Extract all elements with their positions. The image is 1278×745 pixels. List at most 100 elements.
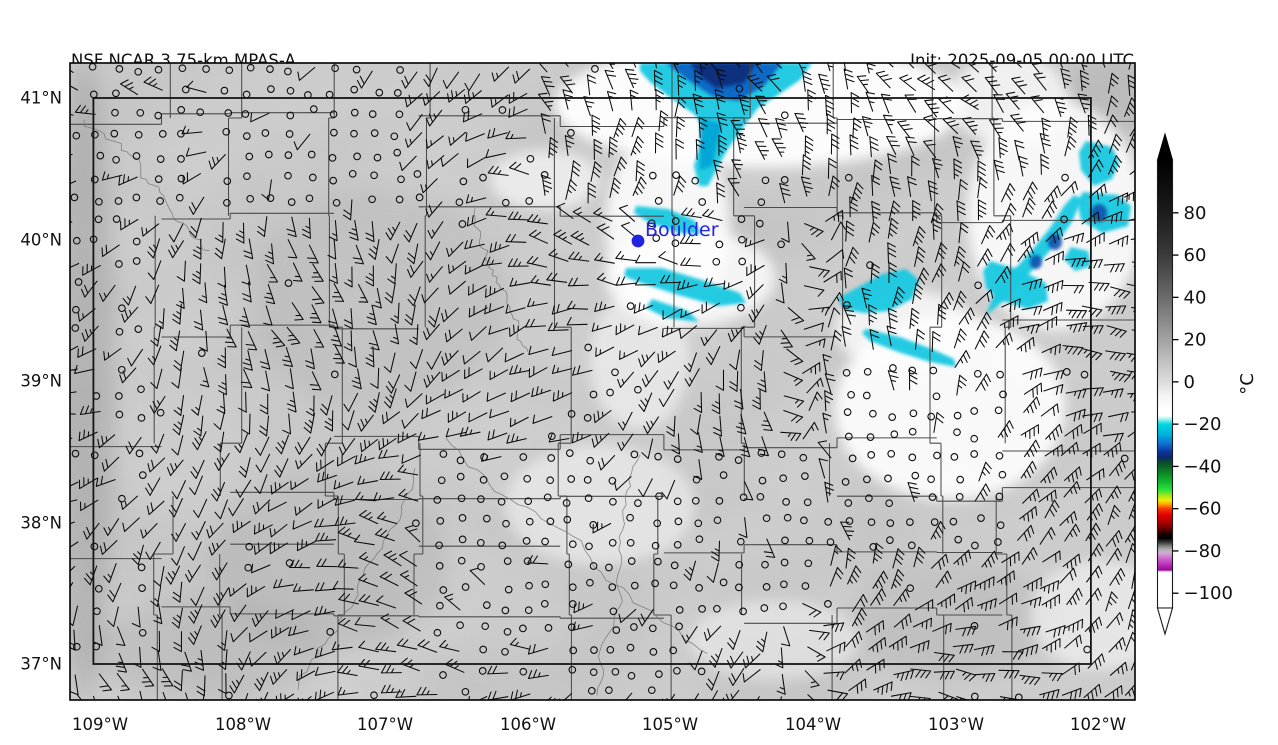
calm-wind-circle xyxy=(845,517,854,525)
calm-wind-circle xyxy=(1014,693,1023,700)
calm-wind-circle xyxy=(584,343,593,352)
calm-wind-circle xyxy=(908,427,917,436)
calm-wind-circle xyxy=(477,495,485,503)
calm-wind-circle xyxy=(691,496,700,505)
calm-wind-circle xyxy=(439,450,448,458)
calm-wind-circle xyxy=(562,499,571,507)
calm-wind-circle xyxy=(782,498,790,506)
calm-wind-circle xyxy=(675,606,684,614)
calm-wind-circle xyxy=(627,557,636,565)
calm-wind-circle xyxy=(780,580,788,589)
calm-wind-circle xyxy=(712,257,721,266)
calm-wind-circle xyxy=(888,413,897,421)
calm-wind-circle xyxy=(524,497,533,506)
calm-wind-circle xyxy=(719,471,728,479)
calm-wind-circle xyxy=(118,304,126,313)
calm-wind-circle xyxy=(781,536,789,545)
calm-wind-circle xyxy=(158,130,167,138)
calm-wind-circle xyxy=(284,151,293,159)
calm-wind-circle xyxy=(930,518,939,526)
calm-wind-circle xyxy=(928,493,937,501)
calm-wind-circle xyxy=(90,451,99,460)
calm-wind-circle xyxy=(110,129,119,138)
calm-wind-circle xyxy=(114,197,123,205)
calm-wind-circle xyxy=(605,563,613,572)
calm-wind-circle xyxy=(630,450,639,459)
calm-wind-circle xyxy=(908,453,917,462)
calm-wind-circle xyxy=(758,476,767,485)
calm-wind-circle xyxy=(847,390,855,399)
calm-wind-circle xyxy=(777,450,786,459)
calm-wind-circle xyxy=(567,129,575,137)
calm-wind-circle xyxy=(655,670,663,678)
calm-wind-circle xyxy=(654,557,662,566)
calm-wind-circle xyxy=(94,584,103,593)
calm-wind-circle xyxy=(393,148,402,157)
calm-wind-circle xyxy=(285,130,294,138)
cold-cloud-core xyxy=(700,118,722,170)
colorbar-tick-label: 80 xyxy=(1184,203,1207,224)
calm-wind-circle xyxy=(287,198,296,206)
calm-wind-circle xyxy=(456,456,465,465)
calm-wind-circle xyxy=(286,86,295,95)
terrain-shade-blob xyxy=(90,600,330,700)
calm-wind-circle xyxy=(523,474,532,483)
calm-wind-circle xyxy=(352,65,361,74)
calm-wind-circle xyxy=(224,109,233,117)
y-axis-label: 40°N xyxy=(20,231,62,250)
colorbar-extend-bottom xyxy=(1156,607,1174,636)
calm-wind-circle xyxy=(458,514,467,522)
calm-wind-circle xyxy=(498,541,507,550)
calm-wind-circle xyxy=(734,456,743,464)
calm-wind-circle xyxy=(156,408,165,417)
calm-wind-circle xyxy=(863,367,872,376)
calm-wind-circle xyxy=(72,236,81,245)
calm-wind-circle xyxy=(91,130,99,139)
calm-wind-circle xyxy=(458,535,467,544)
calm-wind-circle xyxy=(326,628,335,636)
calm-wind-circle xyxy=(138,584,146,592)
calm-wind-circle xyxy=(608,583,617,591)
calm-wind-circle xyxy=(970,434,979,443)
calm-wind-circle xyxy=(567,623,576,632)
calm-wind-circle xyxy=(869,543,878,551)
calm-wind-circle xyxy=(197,349,206,357)
calm-wind-circle xyxy=(458,220,467,228)
calm-wind-circle xyxy=(94,215,103,224)
calm-wind-circle xyxy=(673,540,682,549)
y-axis-label: 41°N xyxy=(20,89,62,108)
calm-wind-circle xyxy=(735,583,743,592)
calm-wind-circle xyxy=(477,562,485,571)
calm-wind-circle xyxy=(350,129,358,138)
calm-wind-circle xyxy=(90,175,99,184)
calm-wind-circle xyxy=(589,562,598,570)
calm-wind-circle xyxy=(994,406,1003,415)
calm-wind-circle xyxy=(540,171,549,179)
calm-wind-circle xyxy=(74,278,83,286)
calm-wind-circle xyxy=(654,452,662,461)
calm-wind-circle xyxy=(608,538,617,547)
calm-wind-circle xyxy=(949,517,958,526)
x-axis-label: 108°W xyxy=(215,715,271,734)
calm-wind-circle xyxy=(713,516,722,525)
calm-wind-circle xyxy=(780,558,789,567)
calm-wind-circle xyxy=(998,470,1007,479)
calm-wind-circle xyxy=(863,475,871,484)
calm-wind-circle xyxy=(673,455,682,463)
calm-wind-circle xyxy=(887,449,896,458)
calm-wind-circle xyxy=(1060,215,1068,224)
calm-wind-circle xyxy=(373,153,382,162)
calm-wind-circle xyxy=(801,472,809,480)
calm-wind-circle xyxy=(478,667,487,675)
calm-wind-circle xyxy=(541,537,549,546)
calm-wind-circle xyxy=(115,65,124,73)
calm-wind-circle xyxy=(927,475,935,484)
calm-wind-circle xyxy=(973,369,982,378)
calm-wind-circle xyxy=(132,152,141,160)
calm-wind-circle xyxy=(330,128,338,137)
calm-wind-circle xyxy=(156,197,164,205)
calm-wind-circle xyxy=(885,499,894,508)
calm-wind-circle xyxy=(223,177,232,185)
calm-wind-circle xyxy=(672,171,680,179)
calm-wind-circle xyxy=(519,624,527,633)
